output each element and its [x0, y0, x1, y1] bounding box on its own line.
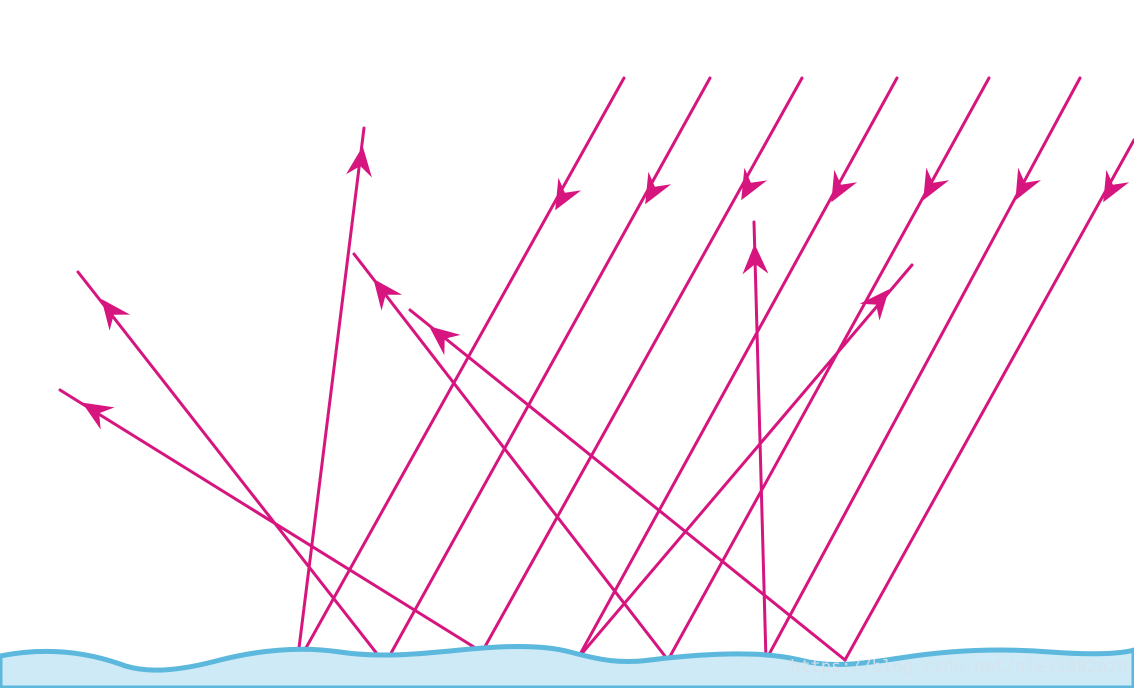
- reflected-ray-5: [408, 308, 847, 662]
- reflected-arrowhead-2: [101, 299, 131, 331]
- incident-ray-6: [764, 76, 1082, 662]
- incident-arrowhead-1: [555, 177, 582, 211]
- reflected-ray-3: [58, 388, 484, 654]
- incident-arrowhead-7: [1103, 169, 1130, 203]
- rough-surface: [0, 644, 1134, 688]
- reflected-arrowhead-1: [346, 146, 372, 178]
- incident-arrowhead-2: [645, 171, 672, 205]
- reflected-ray-7: [576, 263, 914, 660]
- arrowheads: [82, 146, 1130, 430]
- reflected-ray-6: [752, 220, 768, 662]
- incident-arrowhead-4: [831, 169, 858, 203]
- reflected-arrowhead-3: [82, 402, 115, 430]
- incident-arrowhead-3: [741, 167, 768, 201]
- incident-arrowhead-6: [1015, 167, 1041, 201]
- incident-arrowhead-5: [923, 167, 950, 201]
- incident-ray-1: [295, 76, 626, 666]
- incident-ray-4: [576, 76, 899, 660]
- reflected-ray-4: [352, 252, 670, 662]
- incident-ray-7: [843, 138, 1134, 662]
- incident-ray-2: [383, 76, 712, 666]
- incident-ray-3: [480, 76, 804, 654]
- reflected-ray-2: [76, 270, 387, 666]
- watermark-text: https://blog.csdn.net/alex1992azh: [790, 657, 1128, 677]
- light-rays: [58, 76, 1134, 666]
- reflected-arrowhead-7: [859, 289, 890, 321]
- reflected-arrowhead-5: [429, 326, 461, 356]
- reflected-arrowhead-6: [742, 244, 769, 275]
- incident-ray-5: [666, 76, 991, 662]
- reflected-ray-1: [295, 126, 366, 666]
- reflected-arrowhead-4: [373, 278, 403, 311]
